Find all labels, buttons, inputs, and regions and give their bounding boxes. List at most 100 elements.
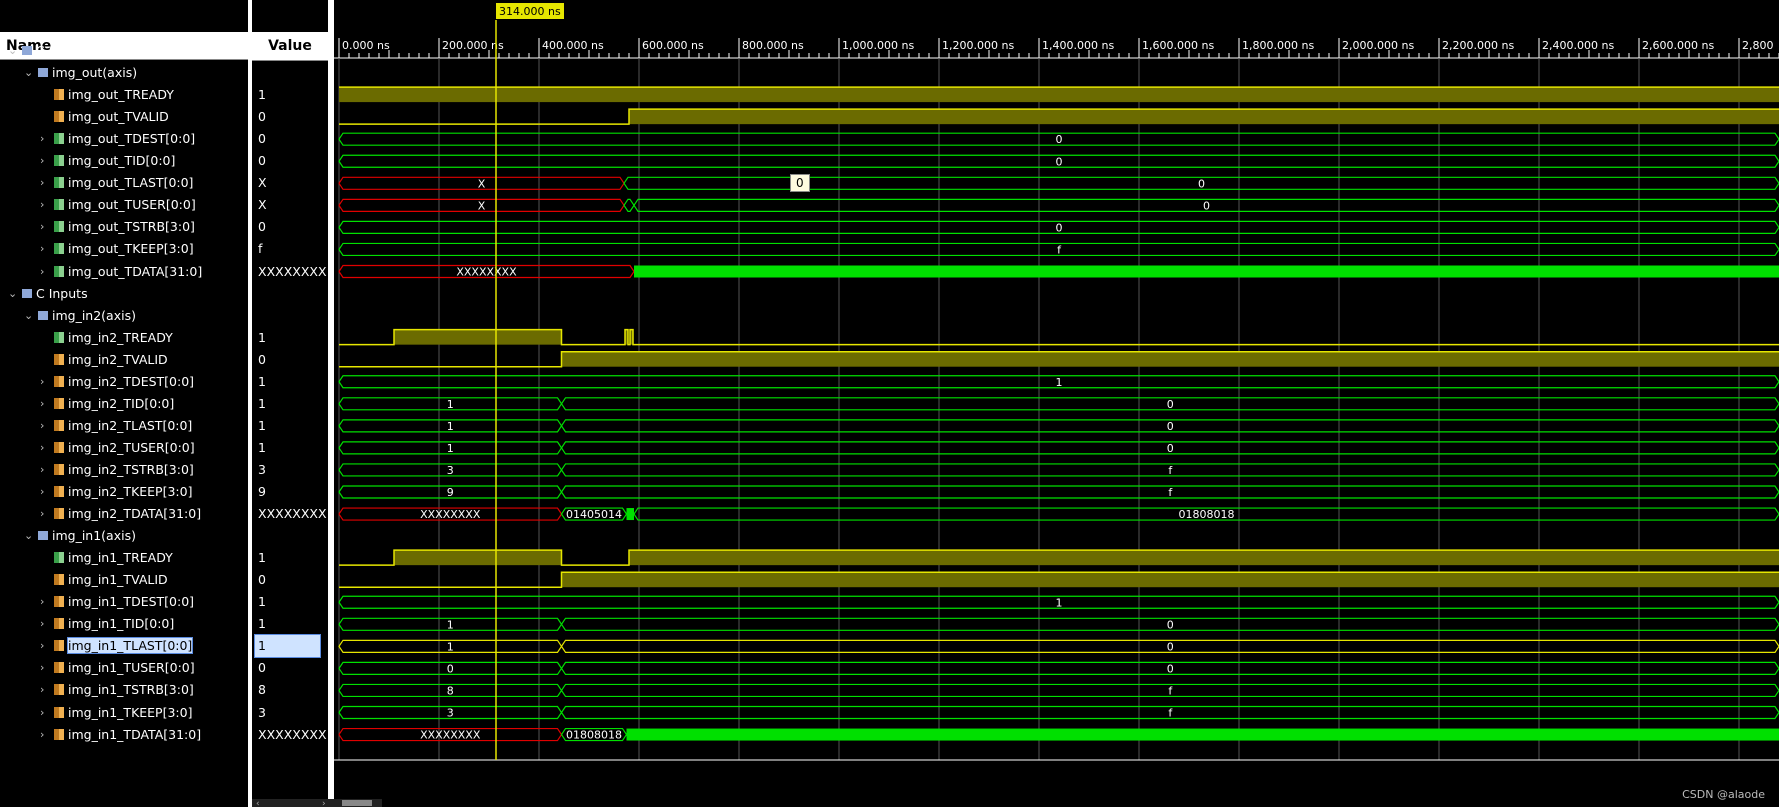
signal-name-row[interactable]: › img_in1_TDEST[0:0]: [40, 591, 195, 613]
signal-name-row[interactable]: › img_out_TUSER[0:0]: [40, 194, 196, 216]
signal-group-row[interactable]: ⌄ C Outputs: [8, 40, 99, 62]
waveform-row: f: [338, 242, 1779, 256]
expand-chevron-icon[interactable]: ›: [40, 176, 45, 190]
expand-chevron-icon[interactable]: ›: [40, 418, 45, 432]
expand-chevron-icon[interactable]: ›: [40, 705, 45, 719]
signal-name-row[interactable]: › img_in1_TID[0:0]: [40, 613, 174, 635]
expand-chevron-icon[interactable]: ›: [40, 661, 45, 675]
signal-value-cell: X: [258, 197, 267, 213]
collapse-chevron-icon[interactable]: ⌄: [8, 286, 18, 300]
signal-name-row[interactable]: img_in2_TVALID: [54, 349, 168, 371]
signal-value-cell: 0: [258, 131, 266, 147]
signal-name-label: img_in2_TID[0:0]: [68, 395, 175, 411]
signal-name-row[interactable]: › img_out_TDATA[31:0]: [40, 261, 203, 283]
expand-chevron-icon[interactable]: ›: [40, 595, 45, 609]
signal-name-row[interactable]: › img_out_TID[0:0]: [40, 150, 175, 172]
signal-name-row[interactable]: › img_in2_TLAST[0:0]: [40, 415, 192, 437]
signal-name-label: img_out_TDEST[0:0]: [68, 131, 196, 147]
bit-signal-icon: [54, 552, 64, 564]
bit-high-fill: [629, 109, 1779, 125]
signal-value-cell: 1: [258, 594, 266, 610]
signal-name-row[interactable]: › img_out_TLAST[0:0]: [40, 172, 193, 194]
cursor-time-label: 314.000 ns: [499, 5, 561, 18]
value-column-header[interactable]: Value: [252, 32, 328, 61]
expand-chevron-icon[interactable]: ›: [40, 485, 45, 498]
expand-chevron-icon[interactable]: ›: [40, 264, 45, 278]
expand-chevron-icon[interactable]: ›: [40, 198, 45, 212]
expand-chevron-icon[interactable]: ›: [40, 507, 45, 521]
expand-chevron-icon[interactable]: ›: [40, 639, 45, 653]
name-column-header[interactable]: Name: [0, 32, 248, 60]
signal-name-row[interactable]: › img_in2_TDEST[0:0]: [40, 371, 194, 393]
signal-name-row[interactable]: › img_in1_TKEEP[3:0]: [40, 702, 193, 724]
signal-value-cell: 9: [258, 484, 266, 499]
signal-group-row[interactable]: ⌄ C Inputs: [8, 283, 88, 305]
signal-name-label: img_out_TVALID: [68, 109, 169, 125]
signal-name-row[interactable]: › img_in1_TUSER[0:0]: [40, 657, 195, 679]
bit-high-fill: [625, 329, 628, 345]
timeline-tick-label: 2,600.000 ns: [1642, 39, 1714, 52]
expand-chevron-icon[interactable]: ›: [40, 683, 45, 697]
signal-name-row[interactable]: img_out_TREADY: [54, 84, 174, 106]
waveform-row: 1: [338, 375, 1779, 389]
timeline-tick-label: 400.000 ns: [542, 39, 604, 52]
signal-name-row[interactable]: › img_out_TSTRB[3:0]: [40, 216, 195, 238]
signal-group-row[interactable]: ⌄ img_out(axis): [24, 62, 137, 84]
expand-chevron-icon[interactable]: ›: [40, 396, 45, 410]
dense-bus-activity: [626, 728, 1779, 741]
expand-chevron-icon[interactable]: ›: [40, 132, 45, 146]
signal-name-row[interactable]: › img_out_TDEST[0:0]: [40, 128, 196, 150]
signal-name-row[interactable]: img_in2_TREADY: [54, 327, 173, 349]
signal-name-label: img_in1_TDEST[0:0]: [68, 594, 195, 610]
collapse-chevron-icon[interactable]: ⌄: [24, 308, 34, 322]
signal-name-label: img_in1_TKEEP[3:0]: [68, 704, 193, 720]
expand-chevron-icon[interactable]: ›: [40, 440, 45, 454]
expand-chevron-icon[interactable]: ›: [40, 242, 45, 256]
signal-group-row[interactable]: ⌄ img_in1(axis): [24, 525, 136, 547]
expand-chevron-icon[interactable]: ›: [40, 727, 45, 741]
collapse-chevron-icon[interactable]: ⌄: [8, 44, 18, 57]
signal-name-row[interactable]: › img_in2_TSTRB[3:0]: [40, 459, 194, 481]
timeline-tick-label: 2,400.000 ns: [1542, 39, 1614, 52]
collapse-chevron-icon[interactable]: ⌄: [24, 66, 34, 80]
signal-value-cell: 8: [258, 682, 266, 698]
signal-name-label: C Outputs: [36, 43, 99, 58]
signal-name-row[interactable]: img_in1_TVALID: [54, 569, 168, 591]
signal-name-row[interactable]: img_in1_TREADY: [54, 547, 173, 569]
horizontal-scrollbar[interactable]: ‹ ›: [252, 799, 382, 807]
signal-name-row[interactable]: › img_in2_TDATA[31:0]: [40, 503, 201, 525]
bus-signal-icon: [54, 728, 64, 740]
signal-name-row[interactable]: › img_out_TKEEP[3:0]: [40, 238, 194, 260]
group-icon: [22, 46, 32, 55]
signal-name-label: img_out_TREADY: [68, 87, 174, 103]
waveform-canvas[interactable]: 0.000 ns 200.000 ns 400.000 ns 600.000 ns 80…: [334, 0, 1779, 807]
bus-value-label: 01808018: [566, 729, 622, 742]
timeline-ruler[interactable]: [334, 34, 1779, 58]
signal-name-row[interactable]: › img_in1_TDATA[31:0]: [40, 724, 201, 746]
bus-segment: [623, 176, 1779, 190]
signal-group-row[interactable]: ⌄ img_in2(axis): [24, 305, 136, 327]
bus-value-label: 0: [1167, 442, 1174, 455]
signal-name-row[interactable]: › img_in2_TUSER[0:0]: [40, 437, 195, 459]
expand-chevron-icon[interactable]: ›: [40, 220, 45, 234]
timeline-tick-label: 800.000 ns: [742, 39, 804, 52]
signal-name-label: img_in2(axis): [52, 307, 136, 323]
expand-chevron-icon[interactable]: ›: [40, 617, 45, 631]
bus-value-label: f: [1057, 243, 1062, 256]
signal-name-row[interactable]: › img_in2_TKEEP[3:0]: [40, 481, 192, 503]
signal-name-row[interactable]: › img_in2_TID[0:0]: [40, 393, 175, 415]
signal-value-cell: 0: [258, 660, 266, 676]
collapse-chevron-icon[interactable]: ⌄: [24, 529, 34, 543]
bus-value-label: XXXXXXXX: [420, 729, 481, 742]
bus-value-label: 0: [1167, 420, 1174, 433]
signal-name-label: img_in1_TSTRB[3:0]: [68, 682, 194, 698]
signal-name-label: img_out_TDATA[31:0]: [68, 263, 203, 279]
signal-name-row[interactable]: › img_in1_TLAST[0:0]: [40, 635, 194, 657]
signal-name-row[interactable]: img_out_TVALID: [54, 106, 169, 128]
expand-chevron-icon[interactable]: ›: [40, 154, 45, 168]
signal-name-row[interactable]: › img_in1_TSTRB[3:0]: [40, 679, 194, 701]
expand-chevron-icon[interactable]: ›: [40, 374, 45, 388]
expand-chevron-icon[interactable]: ›: [40, 462, 45, 476]
signal-value-cell: 0: [258, 572, 266, 588]
bus-signal-icon: [54, 265, 64, 277]
